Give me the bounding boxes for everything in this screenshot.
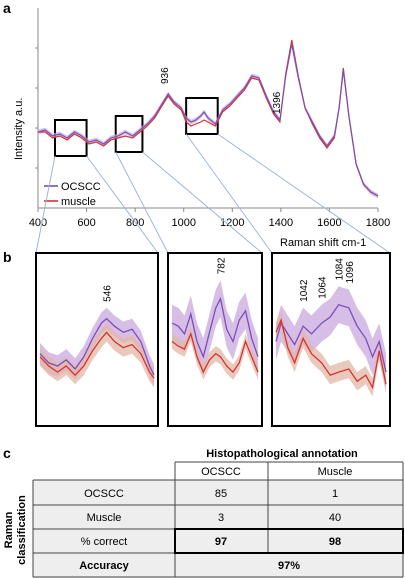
row-label-percent-correct: % correct (81, 536, 127, 548)
connector-line (217, 133, 391, 254)
series-line-muscle (38, 39, 379, 197)
band-muscle (40, 323, 154, 388)
panel-a-spectrum-chart: Intensity a.u. Raman shift cm-1 400 600 80… (13, 8, 390, 249)
line-ocscc (275, 304, 387, 373)
peak-label-782: 782 (216, 257, 227, 274)
x-tick-label: 600 (77, 217, 95, 229)
line-muscle (275, 318, 387, 390)
row-axis-label-line2: classification (16, 495, 28, 565)
x-tick-label: 1400 (269, 217, 293, 229)
series-band-ocscc (38, 41, 378, 199)
zoom-box-2 (114, 115, 144, 153)
cell-ocscc-ocscc: 85 (215, 488, 227, 500)
table-title: Histopathological annotation (206, 448, 358, 460)
peak-label-1042: 1042 (299, 279, 310, 302)
x-tick-label: 1200 (220, 217, 244, 229)
legend: OCSCC muscle (44, 181, 101, 208)
panel-label-c: c (3, 445, 11, 461)
series-line-ocscc (37, 43, 379, 197)
peak-label-1096: 1096 (345, 261, 356, 284)
accuracy-label: Accuracy (79, 560, 129, 572)
connector-line (115, 151, 169, 254)
y-axis-label: Intensity a.u. (13, 98, 25, 160)
line-muscle (39, 331, 155, 379)
x-tick-label: 800 (126, 217, 144, 229)
x-tick-label: 1800 (366, 217, 390, 229)
peak-label-1396: 1396 (272, 91, 283, 114)
zoom-connector-lines (35, 133, 391, 254)
band-muscle (276, 310, 386, 397)
panel-label-a: a (3, 0, 11, 16)
inset-frame (271, 252, 391, 427)
panel-c-classification-table: Histopathological annotation Raman class… (3, 448, 404, 578)
connector-line (86, 155, 159, 254)
column-header-muscle: Muscle (318, 466, 353, 478)
cell-ocscc-muscle: 1 (332, 488, 338, 500)
band-ocscc (172, 280, 258, 376)
peak-label-1064: 1064 (318, 276, 329, 299)
peak-label-936: 936 (160, 67, 171, 84)
percent-correct-highlight (174, 528, 404, 554)
cell-percent-muscle: 98 (329, 536, 341, 548)
peak-label-546: 546 (103, 285, 114, 302)
x-tick-label: 1000 (171, 217, 195, 229)
zoom-inset-3: 1042 1064 1084 1096 (271, 252, 391, 427)
connector-line (35, 155, 56, 254)
column-header-ocscc: OCSCC (201, 466, 241, 478)
cell-muscle-ocscc: 3 (218, 512, 224, 524)
accuracy-value: 97% (278, 560, 300, 572)
inset-frame (35, 252, 159, 427)
row-axis-label-line1: Raman (3, 511, 15, 548)
line-ocscc (171, 296, 259, 359)
peak-label-1084: 1084 (335, 258, 346, 281)
legend-label-muscle: muscle (61, 196, 96, 208)
x-axis-label: Raman shift cm-1 (280, 237, 366, 249)
line-muscle (171, 331, 259, 374)
panel-b-zoom-insets: 546 782 1042 1064 1084 1096 (35, 252, 391, 427)
connector-line (185, 133, 273, 254)
cell-percent-ocscc: 97 (215, 536, 227, 548)
cell-muscle-muscle: 40 (329, 512, 341, 524)
line-ocscc (39, 317, 155, 376)
zoom-inset-1: 546 (35, 252, 159, 427)
row-label-ocscc: OCSCC (84, 488, 124, 500)
panel-label-b: b (3, 249, 12, 265)
connector-line (142, 151, 263, 254)
row-label-muscle: Muscle (87, 512, 122, 524)
band-ocscc (276, 286, 386, 391)
x-tick-label: 1600 (317, 217, 341, 229)
legend-label-ocscc: OCSCC (61, 181, 101, 193)
inset-frame (167, 252, 263, 427)
zoom-inset-2: 782 (167, 252, 263, 427)
x-tick-label: 400 (29, 217, 47, 229)
